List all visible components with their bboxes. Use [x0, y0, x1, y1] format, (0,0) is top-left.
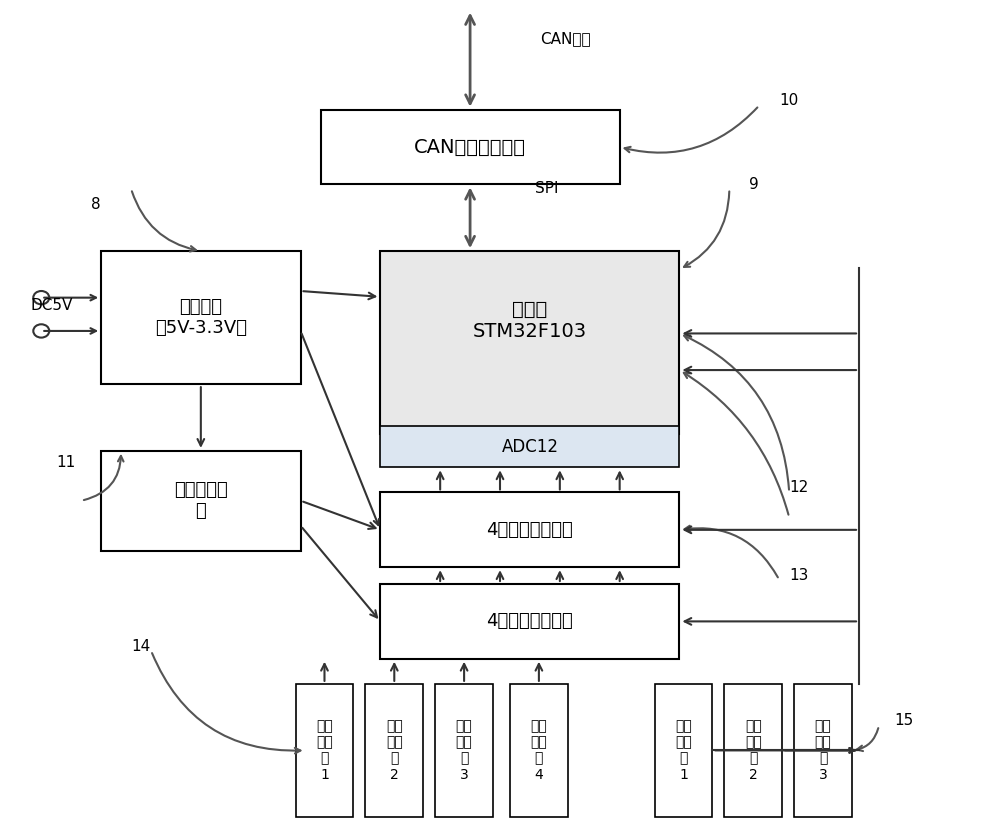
FancyBboxPatch shape [510, 684, 568, 817]
FancyBboxPatch shape [101, 451, 301, 550]
Text: 8: 8 [91, 197, 101, 212]
Text: 压力
传感
器
1: 压力 传感 器 1 [316, 719, 333, 782]
Text: 10: 10 [779, 94, 798, 109]
Text: 15: 15 [894, 713, 913, 728]
FancyBboxPatch shape [296, 684, 353, 817]
Text: 角度
传感
器
3: 角度 传感 器 3 [815, 719, 831, 782]
FancyBboxPatch shape [320, 109, 620, 185]
Text: 13: 13 [789, 568, 809, 583]
Text: 角度
传感
器
2: 角度 传感 器 2 [745, 719, 762, 782]
Text: 角度
传感
器
1: 角度 传感 器 1 [675, 719, 692, 782]
Text: 压力
传感
器
3: 压力 传感 器 3 [456, 719, 472, 782]
Text: 14: 14 [131, 639, 150, 654]
Text: 单片机
STM32F103: 单片机 STM32F103 [473, 300, 587, 342]
FancyBboxPatch shape [101, 251, 301, 384]
Text: CAN总线: CAN总线 [540, 32, 591, 46]
FancyBboxPatch shape [435, 684, 493, 817]
FancyBboxPatch shape [380, 493, 679, 567]
FancyBboxPatch shape [380, 251, 679, 434]
Text: 压力
传感
器
4: 压力 传感 器 4 [531, 719, 547, 782]
FancyBboxPatch shape [380, 426, 679, 468]
Text: DC5V: DC5V [30, 297, 72, 312]
Text: 电源模块
（5V-3.3V）: 电源模块 （5V-3.3V） [155, 298, 247, 337]
FancyBboxPatch shape [655, 684, 712, 817]
Text: SPI: SPI [535, 181, 558, 196]
Text: ADC12: ADC12 [501, 438, 558, 456]
FancyBboxPatch shape [380, 584, 679, 659]
Text: 负基准电压
源: 负基准电压 源 [174, 481, 228, 520]
Text: 4路低通滤波电路: 4路低通滤波电路 [487, 521, 573, 539]
Text: 12: 12 [789, 480, 808, 495]
Text: 9: 9 [749, 177, 759, 192]
FancyBboxPatch shape [794, 684, 852, 817]
FancyBboxPatch shape [724, 684, 782, 817]
FancyBboxPatch shape [365, 684, 423, 817]
Text: 压力
传感
器
2: 压力 传感 器 2 [386, 719, 403, 782]
Text: 11: 11 [56, 455, 75, 470]
Text: 4路信号放大电路: 4路信号放大电路 [487, 612, 573, 630]
Text: CAN总线驱动模块: CAN总线驱动模块 [414, 138, 526, 156]
